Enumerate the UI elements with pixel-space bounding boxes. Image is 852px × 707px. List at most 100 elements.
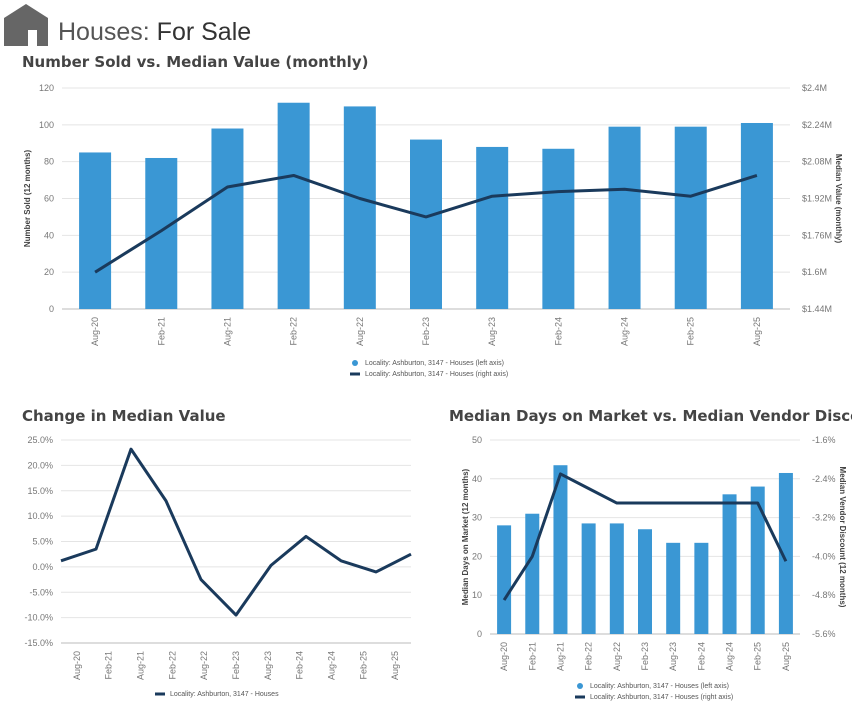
c2-ytick: 10.0% <box>27 511 53 521</box>
c3-ytick: 10 <box>472 590 482 600</box>
c1-legend-label: Locality: Ashburton, 3147 - Houses (righ… <box>365 371 508 378</box>
c1-xtick: Feb-25 <box>686 317 696 346</box>
c3-legend-marker <box>575 695 585 699</box>
c3-xtick: Feb-24 <box>696 642 706 671</box>
c2-series-line <box>60 447 412 617</box>
c3-legend-marker <box>577 683 583 689</box>
c1-ytick: 120 <box>39 83 54 93</box>
c3-y2label: Median Vendor Discount (12 months) <box>838 467 847 608</box>
c2-xtick: Aug-23 <box>263 651 273 680</box>
c3-xtick: Aug-24 <box>725 642 735 671</box>
c3-ylabel: Median Days on Market (12 months) <box>461 468 470 605</box>
c1-xtick: Feb-23 <box>421 317 431 346</box>
c3-y2tick: -2.4% <box>812 474 836 484</box>
c2-xtick: Aug-21 <box>136 651 146 680</box>
c1-bar <box>145 157 178 309</box>
c3-xtick: Feb-21 <box>527 642 537 671</box>
c1-y2tick: $1.44M <box>802 304 832 314</box>
c1-xtick: Feb-21 <box>156 317 166 346</box>
c1-ytick: 60 <box>44 194 54 204</box>
c1-bar <box>410 139 442 309</box>
c3-y2tick: -3.2% <box>812 513 836 523</box>
c1-legend-marker <box>352 360 358 366</box>
c1-bar <box>79 152 112 309</box>
c2-legend-marker <box>155 692 165 696</box>
c3-bar <box>581 523 596 634</box>
c1-xtick: Aug-23 <box>487 317 497 346</box>
c3-ytick: 30 <box>472 513 482 523</box>
c3-xtick: Aug-21 <box>555 642 565 671</box>
c3-legend-label: Locality: Ashburton, 3147 - Houses (left… <box>590 683 729 690</box>
chart3-title: Median Days on Market vs. Median Vendor … <box>449 407 852 425</box>
c3-bar <box>638 529 652 634</box>
c2-ytick: -10.0% <box>24 613 53 623</box>
c2-xtick: Feb-25 <box>358 651 368 680</box>
c3-bar <box>666 542 681 634</box>
c1-ytick: 40 <box>44 230 54 240</box>
c3-ytick: 40 <box>472 474 482 484</box>
c3-y2tick: -5.6% <box>812 629 836 639</box>
c2-xtick: Feb-21 <box>104 651 114 680</box>
c3-bar <box>750 486 765 634</box>
c1-ytick: 80 <box>44 157 54 167</box>
c3-y2tick: -1.6% <box>812 435 836 445</box>
c3-xtick: Aug-25 <box>781 642 791 671</box>
c2-ytick: -15.0% <box>24 638 53 648</box>
c1-ytick: 0 <box>49 304 54 314</box>
c3-y2tick: -4.0% <box>812 551 836 561</box>
c1-xtick: Feb-24 <box>553 317 563 346</box>
title-main: For Sale <box>156 18 252 46</box>
c1-xtick: Aug-21 <box>222 317 232 346</box>
c1-y2tick: $2.08M <box>802 157 832 167</box>
c2-ytick: 5.0% <box>32 537 53 547</box>
c2-xtick: Feb-22 <box>167 651 177 680</box>
c2-xtick: Aug-25 <box>390 651 400 680</box>
c1-ylabel: Number Sold (12 months) <box>23 149 32 247</box>
c1-y2tick: $2.24M <box>802 120 832 130</box>
page-header: Houses: For Sale <box>0 0 852 46</box>
c3-series-line <box>502 472 788 601</box>
c1-bar <box>476 146 509 309</box>
c1-y2tick: $1.6M <box>802 267 827 277</box>
c3-y2tick: -4.8% <box>812 590 836 600</box>
c1-bar <box>277 102 310 309</box>
c1-legend-label: Locality: Ashburton, 3147 - Houses (left… <box>365 360 504 367</box>
chart2-title: Change in Median Value <box>22 407 226 425</box>
c1-y2tick: $1.76M <box>802 230 832 240</box>
c1-ytick: 20 <box>44 267 54 277</box>
c3-bar <box>525 513 540 634</box>
c3-bar <box>609 523 624 634</box>
c1-y2tick: $2.4M <box>802 83 827 93</box>
c1-xtick: Aug-22 <box>355 317 365 346</box>
c3-bar <box>497 525 512 634</box>
c1-xtick: Feb-22 <box>289 317 299 346</box>
c1-xtick: Aug-25 <box>752 317 762 346</box>
c1-legend-marker <box>350 372 360 376</box>
c3-xtick: Aug-22 <box>612 642 622 671</box>
c3-ytick: 0 <box>477 629 482 639</box>
c2-legend-label: Locality: Ashburton, 3147 - Houses <box>170 691 279 698</box>
c1-bar <box>608 126 641 309</box>
c3-bar <box>722 494 737 634</box>
c2-ytick: 15.0% <box>27 486 53 496</box>
c3-xtick: Feb-25 <box>753 642 763 671</box>
c1-y2label: Median Value (monthly) <box>834 154 843 244</box>
c2-ytick: 20.0% <box>27 460 53 470</box>
c3-bar <box>694 542 709 634</box>
c1-bar <box>211 128 244 309</box>
house-icon <box>4 4 48 46</box>
c2-xtick: Aug-20 <box>72 651 82 680</box>
c1-bar <box>542 148 575 309</box>
c3-legend-label: Locality: Ashburton, 3147 - Houses (righ… <box>590 694 733 701</box>
c1-ytick: 100 <box>39 120 54 130</box>
c2-ytick: 0.0% <box>32 562 53 572</box>
title-prefix: Houses: <box>58 18 150 46</box>
c3-ytick: 20 <box>472 551 482 561</box>
c3-bar <box>778 472 793 634</box>
c1-bar <box>740 122 773 309</box>
c1-bar <box>343 106 376 310</box>
c2-xtick: Feb-24 <box>295 651 305 680</box>
c3-xtick: Feb-22 <box>584 642 594 671</box>
c3-xtick: Aug-20 <box>499 642 509 671</box>
